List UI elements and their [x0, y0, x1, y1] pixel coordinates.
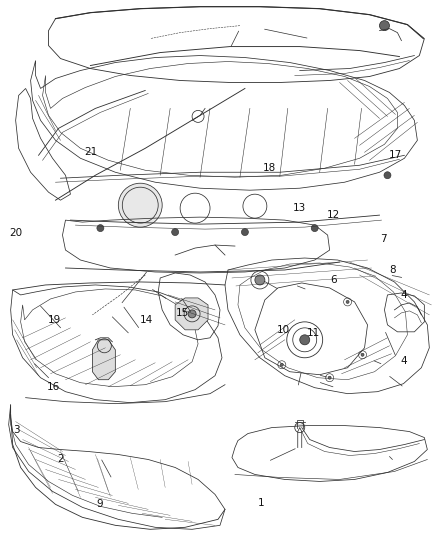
Text: 1: 1: [258, 498, 265, 508]
Text: 4: 4: [400, 290, 407, 300]
Circle shape: [280, 364, 283, 366]
Text: 20: 20: [10, 228, 22, 238]
Text: 13: 13: [292, 203, 306, 213]
Polygon shape: [175, 298, 208, 330]
Text: 18: 18: [263, 163, 276, 173]
Circle shape: [384, 172, 391, 179]
Text: 16: 16: [46, 382, 60, 392]
Circle shape: [188, 310, 196, 318]
Circle shape: [379, 21, 389, 30]
Circle shape: [241, 229, 248, 236]
Circle shape: [300, 335, 310, 345]
Text: 14: 14: [140, 314, 153, 325]
Circle shape: [311, 224, 318, 232]
Text: 7: 7: [380, 234, 386, 244]
Circle shape: [328, 376, 331, 379]
Text: 4: 4: [400, 356, 407, 366]
Text: 11: 11: [306, 328, 320, 338]
Polygon shape: [92, 340, 115, 379]
Text: 6: 6: [330, 276, 337, 285]
Text: 19: 19: [48, 314, 61, 325]
Text: 8: 8: [389, 265, 396, 274]
Text: 15: 15: [175, 308, 189, 318]
Text: 9: 9: [96, 498, 102, 508]
Circle shape: [97, 224, 104, 232]
Circle shape: [346, 301, 349, 303]
Text: 21: 21: [85, 147, 98, 157]
Circle shape: [172, 229, 179, 236]
Circle shape: [361, 353, 364, 356]
Circle shape: [255, 275, 265, 285]
Text: 17: 17: [389, 150, 403, 160]
Text: 3: 3: [13, 425, 20, 435]
Text: 10: 10: [277, 325, 290, 335]
Text: 2: 2: [57, 454, 64, 464]
Circle shape: [118, 183, 162, 227]
Text: 12: 12: [327, 211, 340, 221]
